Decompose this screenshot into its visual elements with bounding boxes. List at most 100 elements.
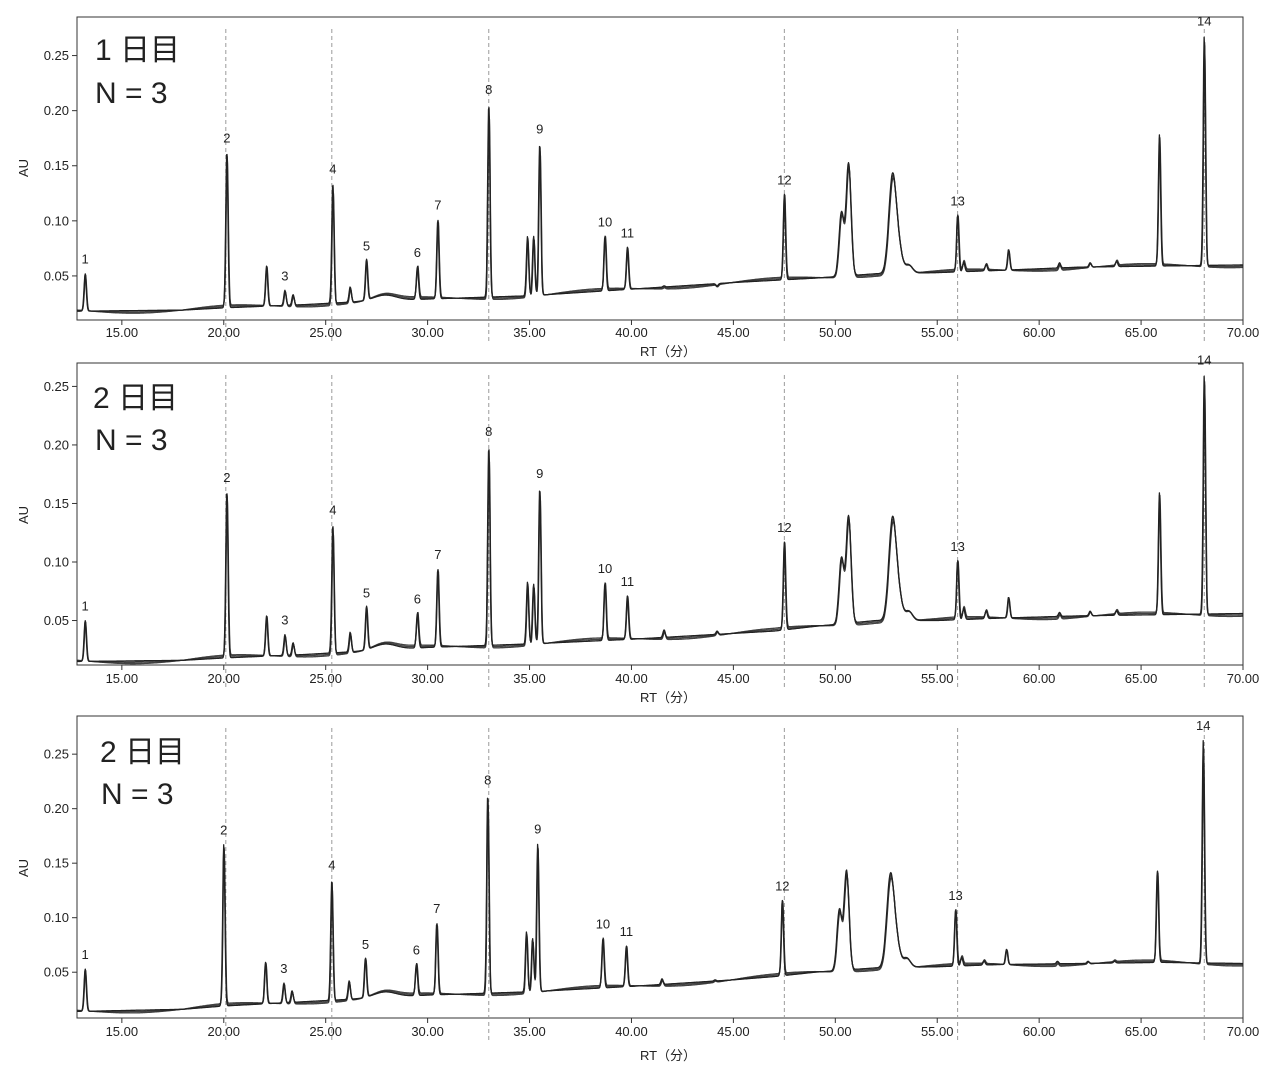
replicate-count-label: N = 3 (95, 424, 168, 457)
x-tick-label: 55.00 (921, 671, 954, 686)
x-tick-label: 25.00 (309, 325, 342, 340)
peak-label: 4 (328, 858, 335, 873)
peak-label: 10 (596, 916, 610, 931)
x-tick-label: 45.00 (717, 671, 750, 686)
y-tick-label: 0.15 (44, 496, 69, 511)
x-tick-label: 70.00 (1227, 325, 1260, 340)
x-axis-title: RT（分） (640, 1048, 696, 1063)
x-tick-label: 50.00 (819, 1024, 852, 1039)
x-tick-label: 35.00 (513, 671, 546, 686)
x-tick-label: 30.00 (411, 671, 444, 686)
peak-label: 1 (82, 599, 89, 614)
peak-label: 13 (948, 888, 962, 903)
x-tick-label: 45.00 (717, 1024, 750, 1039)
peak-label: 11 (621, 225, 635, 240)
peak-label: 9 (536, 122, 543, 137)
peak-label: 3 (280, 961, 287, 976)
x-tick-label: 50.00 (819, 671, 852, 686)
peak-label: 13 (950, 193, 964, 208)
y-tick-label: 0.20 (44, 801, 69, 816)
replicate-count-label: N = 3 (101, 778, 174, 811)
y-axis-title: AU (16, 506, 31, 524)
day-label: 2 日目 (100, 736, 185, 769)
x-tick-label: 20.00 (207, 325, 240, 340)
y-tick-label: 0.15 (44, 856, 69, 871)
y-tick-label: 0.10 (44, 910, 69, 925)
x-tick-label: 20.00 (207, 671, 240, 686)
peak-label: 12 (777, 172, 791, 187)
peak-label: 6 (414, 245, 421, 260)
plot-frame (76, 715, 1244, 1019)
peak-label: 1 (82, 947, 89, 962)
x-tick-label: 20.00 (207, 1024, 240, 1039)
peak-label: 5 (362, 937, 369, 952)
peak-label: 8 (484, 772, 491, 787)
panel-1: 15.00 20.00 25.00 30.00 35.00 40.00 45.00 50.00… (16, 14, 1259, 359)
x-tick-label: 15.00 (106, 325, 139, 340)
y-tick-label: 0.05 (44, 268, 69, 283)
y-axis-title: AU (16, 159, 31, 177)
chromatogram-trace-replicate-3 (76, 748, 1244, 1014)
peak-label: 7 (434, 198, 441, 213)
x-axis-title: RT（分） (640, 344, 696, 359)
x-tick-label: 55.00 (921, 325, 954, 340)
x-tick-label: 60.00 (1023, 325, 1056, 340)
peak-label: 7 (433, 901, 440, 916)
y-tick-label: 0.25 (44, 747, 69, 762)
x-tick-label: 55.00 (921, 1024, 954, 1039)
peak-label: 5 (363, 239, 370, 254)
x-tick-label: 65.00 (1125, 325, 1158, 340)
peak-label: 2 (223, 131, 230, 146)
x-tick-label: 45.00 (717, 325, 750, 340)
x-tick-label: 35.00 (513, 1024, 546, 1039)
peak-label: 14 (1197, 14, 1211, 29)
plot-frame (76, 16, 1244, 321)
peak-label: 3 (281, 268, 288, 283)
x-tick-label: 65.00 (1125, 671, 1158, 686)
peak-label: 10 (598, 561, 612, 576)
peak-label: 8 (485, 424, 492, 439)
peak-label: 2 (220, 823, 227, 838)
replicate-count-label: N = 3 (95, 77, 168, 110)
y-tick-label: 0.20 (44, 103, 69, 118)
x-tick-label: 40.00 (615, 325, 648, 340)
x-tick-label: 35.00 (513, 325, 546, 340)
x-tick-label: 50.00 (819, 325, 852, 340)
x-tick-label: 70.00 (1227, 671, 1260, 686)
panel-2: 15.00 20.00 25.00 30.00 35.00 40.00 45.00 50.00… (16, 353, 1259, 705)
day-label: 1 日目 (95, 34, 180, 67)
x-tick-label: 40.00 (615, 1024, 648, 1039)
x-tick-label: 30.00 (411, 325, 444, 340)
x-tick-label: 30.00 (411, 1024, 444, 1039)
y-tick-label: 0.20 (44, 437, 69, 452)
x-axis-title: RT（分） (640, 690, 696, 705)
y-tick-label: 0.25 (44, 379, 69, 394)
peak-label: 14 (1197, 353, 1211, 368)
y-tick-label: 0.25 (44, 48, 69, 63)
x-tick-label: 15.00 (106, 671, 139, 686)
x-tick-label: 60.00 (1023, 1024, 1056, 1039)
chromatogram-trace-replicate-3 (76, 45, 1244, 314)
plot-frame (76, 362, 1244, 666)
peak-label: 12 (775, 878, 789, 893)
y-tick-label: 0.15 (44, 158, 69, 173)
peak-label: 4 (329, 161, 336, 176)
x-tick-label: 60.00 (1023, 671, 1056, 686)
peak-label: 11 (621, 574, 635, 589)
peak-label: 14 (1196, 718, 1210, 733)
peak-label: 8 (485, 82, 492, 97)
peak-label: 4 (329, 503, 336, 518)
peak-label: 9 (534, 822, 541, 837)
x-tick-label: 70.00 (1227, 1024, 1260, 1039)
y-tick-label: 0.10 (44, 213, 69, 228)
x-tick-label: 40.00 (615, 671, 648, 686)
panel-3: 15.00 20.00 25.00 30.00 35.00 40.00 45.00 50.00… (16, 715, 1260, 1063)
peak-label: 10 (598, 214, 612, 229)
peak-label: 3 (281, 613, 288, 628)
chromatogram-trace-replicate-3 (76, 384, 1244, 665)
peak-label: 6 (413, 943, 420, 958)
peak-label: 13 (950, 539, 964, 554)
y-tick-label: 0.05 (44, 613, 69, 628)
